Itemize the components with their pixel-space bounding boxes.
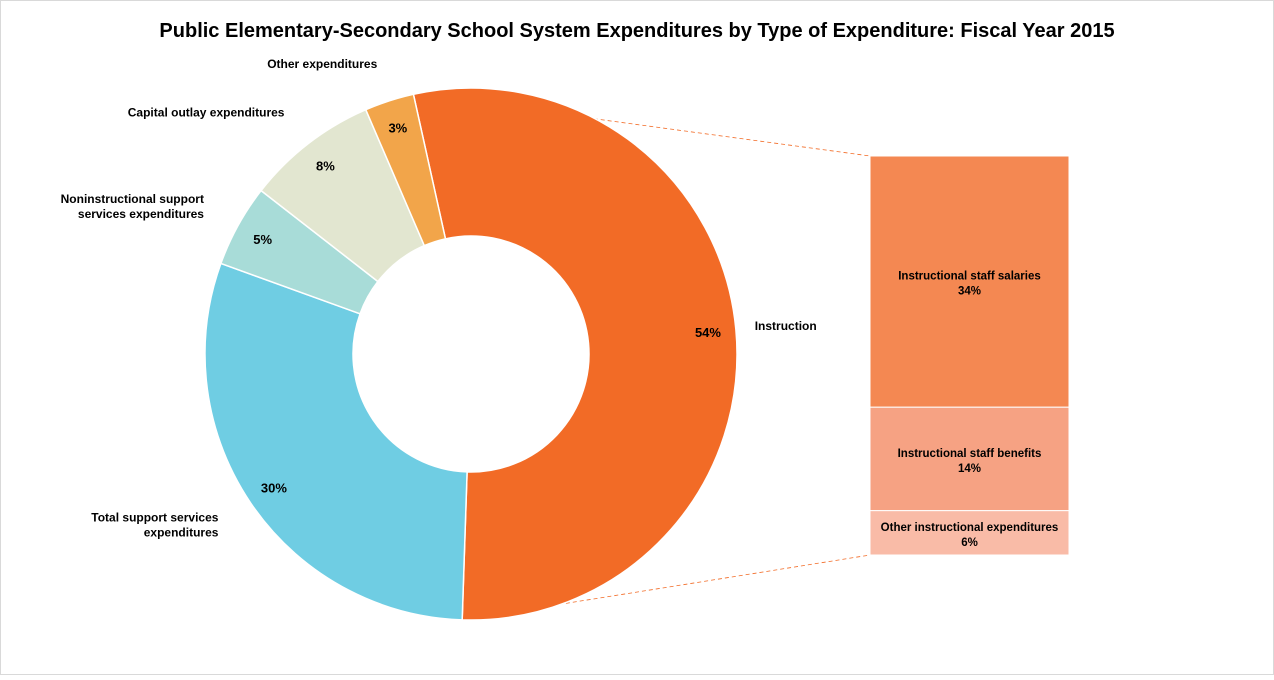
slice-value-label: 5% bbox=[253, 232, 272, 247]
breakout-segment-label: Instructional staff benefits 14% bbox=[898, 448, 1042, 475]
connector-lines bbox=[413, 93, 871, 621]
doughnut-slices bbox=[204, 87, 738, 621]
slice-value-label: 30% bbox=[261, 480, 287, 495]
slice-total-support-services-expenditures bbox=[204, 262, 468, 621]
slice-category-label: Other expenditures bbox=[267, 57, 377, 71]
slice-instruction bbox=[412, 87, 738, 621]
slice-category-label: Total support services expenditures bbox=[91, 510, 218, 539]
slice-category-labels: Instruction Total support services expendi… bbox=[61, 57, 817, 540]
slice-value-label: 3% bbox=[388, 121, 407, 136]
breakout-segment-label: Instructional staff salaries 34% bbox=[898, 271, 1041, 298]
slice-category-label: Instruction bbox=[755, 319, 817, 333]
breakout-segment-label: Other instructional expenditures 6% bbox=[881, 522, 1059, 549]
breakout-segment-instructional-staff-salaries bbox=[869, 155, 1070, 408]
slice-other-expenditures bbox=[364, 93, 447, 247]
breakout-segment-instructional-staff-benefits bbox=[869, 406, 1070, 512]
slice-category-label: Noninstructional support services expendi… bbox=[61, 192, 205, 221]
slice-value-label: 54% bbox=[695, 325, 721, 340]
breakout-segment-other-instructional-expenditures bbox=[869, 510, 1070, 556]
chart-title: Public Elementary-Secondary School Syste… bbox=[159, 20, 1114, 42]
slice-category-label: Capital outlay expenditures bbox=[128, 106, 285, 120]
breakout-bar: Instructional staff salaries 34% Instructi… bbox=[869, 155, 1070, 556]
slice-value-label: 8% bbox=[316, 159, 335, 174]
slice-value-labels: 54% 30% 5% 8% 3% bbox=[253, 121, 721, 496]
connector-line-bottom bbox=[462, 554, 871, 621]
